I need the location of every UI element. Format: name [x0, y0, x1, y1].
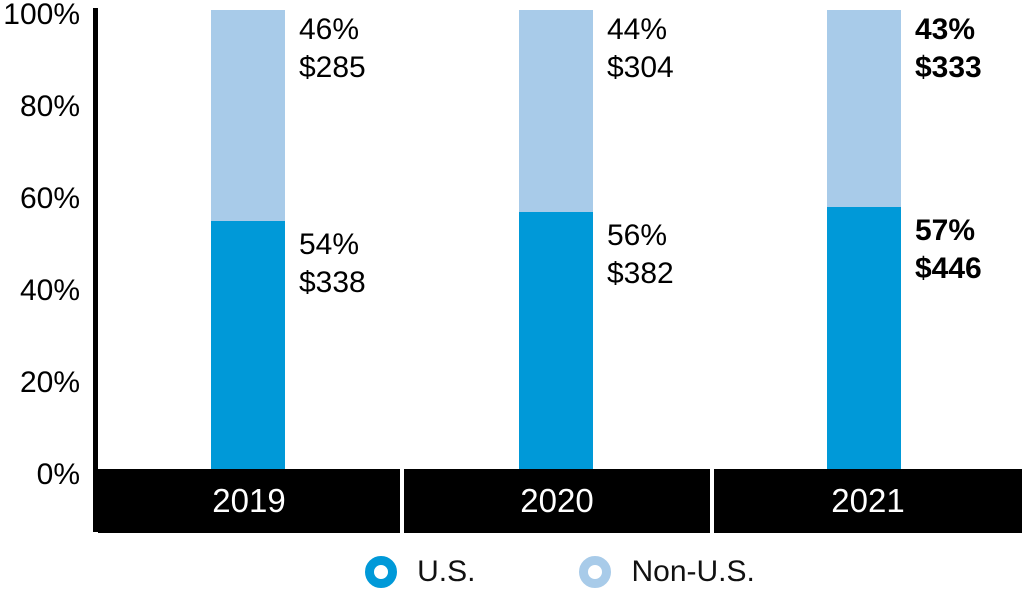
non-us-percent: 46% [299, 13, 360, 46]
bar-segment-us [519, 211, 593, 469]
x-axis-year-label: 2019 [212, 482, 286, 519]
non-us-amount: $285 [299, 51, 366, 84]
us-percent: 56% [607, 218, 668, 252]
bar-labels-2019: 46% $285 54% $338 [299, 10, 439, 469]
legend: U.S. Non-U.S. [98, 548, 1022, 596]
bar-segment-non-us [211, 10, 285, 222]
legend-label-us: U.S. [417, 555, 476, 588]
us-amount: $382 [607, 256, 674, 290]
legend-item-us: U.S. [365, 555, 475, 589]
y-tick-label-20: 20% [19, 366, 80, 399]
x-axis-band-2021: 2021 [714, 469, 1022, 533]
x-axis-year-label: 2020 [520, 482, 594, 519]
non-us-amount: $333 [915, 51, 982, 84]
stacked-bar-2021 [827, 10, 901, 469]
non-us-amount: $304 [607, 51, 674, 84]
non-us-label: 46% $285 [299, 10, 439, 87]
y-axis-line [93, 8, 98, 532]
us-label: 54% $338 [299, 221, 439, 302]
bar-segment-non-us [827, 10, 901, 208]
x-axis-band-2019: 2019 [98, 469, 400, 533]
us-label: 57% $446 [915, 207, 1025, 288]
legend-item-non-us: Non-U.S. [579, 555, 755, 589]
bar-labels-2020: 44% $304 56% $382 [607, 10, 747, 469]
us-amount: $446 [915, 252, 982, 286]
non-us-percent: 44% [607, 13, 668, 46]
bar-labels-2021: 43% $333 57% $446 [915, 10, 1025, 469]
y-tick-label-80: 80% [19, 90, 80, 123]
us-percent: 57% [915, 214, 976, 248]
y-tick-label-60: 60% [19, 182, 80, 215]
us-legend-ring-icon [365, 556, 398, 588]
non-us-label: 44% $304 [607, 10, 747, 87]
bar-segment-us [827, 207, 901, 469]
x-axis-year-label: 2021 [831, 482, 905, 519]
stacked-bar-2020 [519, 10, 593, 469]
stacked-bar-2019 [211, 10, 285, 469]
non-us-percent: 43% [915, 13, 976, 46]
y-tick-label-100: 100% [3, 0, 80, 31]
us-percent: 54% [299, 228, 360, 262]
y-tick-label-40: 40% [19, 274, 80, 307]
x-axis-band-2020: 2020 [404, 469, 710, 533]
us-amount: $338 [299, 266, 366, 300]
bar-segment-us [211, 221, 285, 469]
legend-label-non-us: Non-U.S. [631, 555, 755, 588]
y-tick-label-0: 0% [36, 458, 80, 491]
bar-segment-non-us [519, 10, 593, 212]
non-us-legend-ring-icon [579, 556, 612, 588]
us-label: 56% $382 [607, 212, 747, 293]
non-us-label: 43% $333 [915, 10, 1025, 87]
